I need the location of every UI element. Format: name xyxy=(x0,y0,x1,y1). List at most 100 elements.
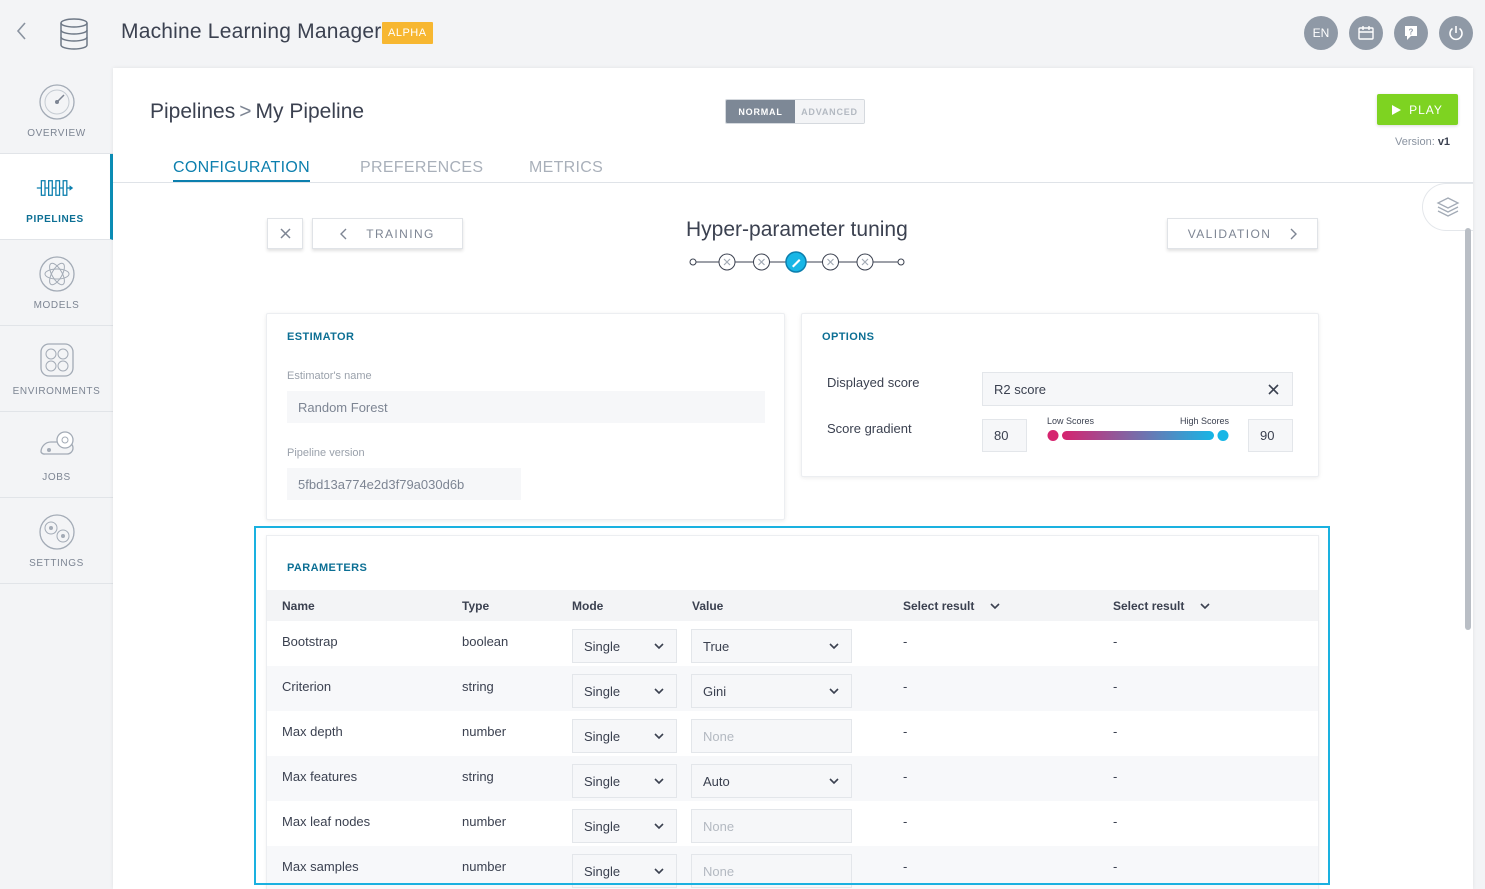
sidebar-item-settings[interactable]: SETTINGS xyxy=(0,498,113,584)
alpha-badge: ALPHA xyxy=(382,22,433,44)
play-button[interactable]: PLAY xyxy=(1377,94,1458,125)
gradient-low-input[interactable]: 80 xyxy=(982,419,1027,452)
mode-select[interactable]: Single xyxy=(572,719,677,753)
breadcrumb-separator: > xyxy=(239,100,252,123)
main-panel: Pipelines > My Pipeline NORMAL ADVANCED PL… xyxy=(113,68,1473,889)
chevron-down-icon xyxy=(654,643,664,650)
value-select[interactable]: Gini xyxy=(691,674,852,708)
sidebar-item-overview[interactable]: OVERVIEW xyxy=(0,68,113,154)
mode-select[interactable]: Single xyxy=(572,854,677,888)
estimator-title: ESTIMATOR xyxy=(287,331,355,343)
displayed-score-value: R2 score xyxy=(994,381,1047,397)
score-gradient-slider[interactable] xyxy=(1046,428,1230,444)
score-gradient-label: Score gradient xyxy=(827,421,912,436)
jobs-icon xyxy=(39,431,74,455)
breadcrumb-root[interactable]: Pipelines xyxy=(150,100,236,123)
version-value: v1 xyxy=(1437,136,1451,148)
chevron-down-icon xyxy=(1200,603,1210,610)
mode-text: Single xyxy=(584,638,621,654)
parameters-title: PARAMETERS xyxy=(287,562,368,574)
estimator-name-field: Random Forest xyxy=(287,391,765,423)
mode-normal-button[interactable]: NORMAL xyxy=(726,100,795,123)
table-row: Criterion string Single Gini - - xyxy=(267,666,1318,711)
param-type: string xyxy=(462,679,494,694)
help-chat-icon[interactable]: ? xyxy=(1394,16,1428,50)
calendar-icon[interactable] xyxy=(1349,16,1383,50)
chevron-down-icon xyxy=(829,643,839,650)
language-button[interactable]: EN xyxy=(1304,16,1338,50)
step-x-icon xyxy=(827,258,834,266)
mode-toggle: NORMAL ADVANCED xyxy=(725,99,865,124)
version-label: Version: xyxy=(1395,136,1435,148)
result-2: - xyxy=(1113,859,1118,874)
low-score-handle[interactable] xyxy=(1047,430,1059,441)
breadcrumb: Pipelines > My Pipeline xyxy=(150,100,364,124)
chevron-down-icon xyxy=(654,688,664,695)
param-name: Max leaf nodes xyxy=(282,814,371,829)
result-1: - xyxy=(903,814,908,829)
high-score-handle[interactable] xyxy=(1217,430,1229,441)
close-button[interactable] xyxy=(267,218,303,249)
previous-step-label: TRAINING xyxy=(366,226,435,241)
value-select[interactable]: Auto xyxy=(691,764,852,798)
tab-metrics[interactable]: METRICS xyxy=(529,159,604,176)
tab-preferences[interactable]: PREFERENCES xyxy=(360,159,484,176)
result-1: - xyxy=(903,769,908,784)
sidebar-item-label: ENVIRONMENTS xyxy=(12,386,101,397)
next-step-button[interactable]: VALIDATION xyxy=(1167,218,1318,249)
value-input[interactable]: None xyxy=(691,719,852,753)
chevron-down-icon xyxy=(829,778,839,785)
mode-advanced-button[interactable]: ADVANCED xyxy=(795,100,864,123)
power-icon[interactable] xyxy=(1439,16,1473,50)
value-input[interactable]: None xyxy=(691,809,852,843)
displayed-score-label: Displayed score xyxy=(827,375,920,390)
mode-select[interactable]: Single xyxy=(572,674,677,708)
step-x-icon xyxy=(723,258,731,266)
mode-select[interactable]: Single xyxy=(572,764,677,798)
layers-icon[interactable] xyxy=(1422,183,1473,231)
scrollbar[interactable] xyxy=(1465,228,1471,630)
sidebar-item-label: PIPELINES xyxy=(26,214,84,225)
clear-icon[interactable] xyxy=(1268,384,1279,395)
column-select-result-2[interactable]: Select result xyxy=(1113,599,1210,613)
step-endpoint xyxy=(897,258,905,266)
tab-bar: CONFIGURATION PREFERENCES METRICS xyxy=(113,158,1473,183)
value-text: True xyxy=(703,638,730,654)
sidebar-item-pipelines[interactable]: PIPELINES xyxy=(0,154,113,240)
table-row: Max leaf nodes number Single None - - xyxy=(267,801,1318,846)
displayed-score-select[interactable]: R2 score xyxy=(982,372,1293,406)
previous-step-button[interactable]: TRAINING xyxy=(312,218,463,249)
param-name: Bootstrap xyxy=(282,634,338,649)
column-select-result-1[interactable]: Select result xyxy=(903,599,1000,613)
mode-select[interactable]: Single xyxy=(572,809,677,843)
next-step-label: VALIDATION xyxy=(1187,226,1272,241)
database-logo-icon xyxy=(58,17,90,51)
chevron-down-icon xyxy=(990,603,1000,610)
result-2: - xyxy=(1113,724,1118,739)
tab-configuration[interactable]: CONFIGURATION xyxy=(173,159,310,182)
pipeline-version-field: 5fbd13a774e2d3f79a030d6b xyxy=(287,468,521,500)
top-bar: Machine Learning Manager ALPHA EN ? xyxy=(0,0,1485,68)
table-row: Max features string Single Auto - - xyxy=(267,756,1318,801)
select-result-label: Select result xyxy=(903,599,975,613)
play-icon xyxy=(1392,104,1402,115)
gradient-high-input[interactable]: 90 xyxy=(1248,419,1293,452)
result-2: - xyxy=(1113,814,1118,829)
mode-text: Single xyxy=(584,683,621,699)
parameters-card: PARAMETERS Name Type Mode Value Select r… xyxy=(266,535,1319,889)
sidebar-item-models[interactable]: MODELS xyxy=(0,240,113,326)
select-result-label: Select result xyxy=(1113,599,1185,613)
value-text: Gini xyxy=(703,683,727,699)
mode-select[interactable]: Single xyxy=(572,629,677,663)
back-arrow-icon[interactable] xyxy=(14,20,34,48)
sidebar-item-environments[interactable]: ENVIRONMENTS xyxy=(0,326,113,412)
chevron-down-icon xyxy=(654,778,664,785)
pipeline-icon xyxy=(36,180,74,196)
sidebar-item-jobs[interactable]: JOBS xyxy=(0,412,113,498)
value-input[interactable]: None xyxy=(691,854,852,888)
environment-icon xyxy=(39,343,74,377)
result-1: - xyxy=(903,724,908,739)
close-icon xyxy=(279,228,291,239)
result-2: - xyxy=(1113,634,1118,649)
value-select[interactable]: True xyxy=(691,629,852,663)
